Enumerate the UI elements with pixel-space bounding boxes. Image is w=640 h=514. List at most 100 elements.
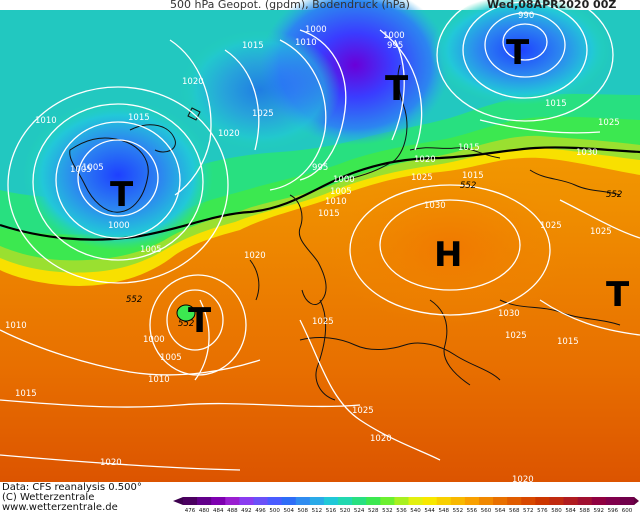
height-label: 552 — [126, 295, 142, 305]
isobar-label: 1015 — [462, 171, 484, 181]
isobar-label: 1025 — [505, 331, 527, 341]
legend-label: 504 — [283, 508, 294, 514]
legend-swatch — [281, 497, 297, 505]
legend-label: 528 — [368, 508, 379, 514]
legend-swatch — [338, 497, 353, 505]
isobar-label: 1025 — [590, 227, 612, 237]
legend-swatch — [352, 497, 367, 505]
color-scale-legend: 476 480 484 488 492 496 500 504 508 512 516 520 524 5… — [173, 497, 639, 514]
legend-label: 580 — [551, 508, 562, 514]
legend-label: 568 — [509, 508, 520, 514]
isobar-label: 1010 — [5, 321, 27, 331]
high-core — [330, 175, 570, 325]
legend-label: 532 — [382, 508, 393, 514]
legend-swatch — [323, 497, 339, 505]
low-marker: T — [606, 275, 630, 315]
legend-swatch — [408, 497, 424, 505]
height-label: 552 — [460, 181, 476, 191]
legend-swatch — [267, 497, 283, 505]
isobar-label: 1020 — [414, 155, 436, 165]
isobar-label: 1030 — [576, 148, 598, 158]
legend-swatch — [577, 497, 593, 505]
isobar-label: 1005 — [160, 353, 182, 363]
legend-label: 552 — [453, 508, 464, 514]
legend-swatch — [436, 497, 452, 505]
legend-label: 536 — [396, 508, 407, 514]
low-core-central — [180, 30, 340, 150]
isobar-label: 1030 — [424, 201, 446, 211]
legend-swatch — [197, 497, 212, 505]
website-link[interactable]: www.wetterzentrale.de — [2, 502, 118, 513]
legend-swatch — [380, 497, 395, 505]
legend-label: 516 — [326, 508, 337, 514]
legend-swatch — [394, 497, 409, 505]
isobar-label: 1020 — [244, 251, 266, 261]
coastlines — [69, 64, 621, 401]
isobar-label: 1020 — [512, 475, 534, 485]
legend-swatch — [521, 497, 536, 505]
isobar-label: 1000 — [333, 175, 355, 185]
legend-swatch — [619, 497, 635, 505]
legend-label: 560 — [481, 508, 492, 514]
legend-label: 572 — [523, 508, 534, 514]
isobar-label: 1010 — [148, 375, 170, 385]
isobar-label: 1000 — [305, 25, 327, 35]
isobar-label: 1015 — [557, 337, 579, 347]
isobar-label: 1000 — [143, 335, 165, 345]
isobar-label: 1025 — [540, 221, 562, 231]
map-title: 500 hPa Geopot. (gpdm), Bodendruck (hPa) — [170, 0, 410, 11]
legend-swatch — [211, 497, 226, 505]
legend-swatch — [183, 497, 198, 505]
map-date: Wed,08APR2020 00Z — [487, 0, 617, 11]
pressure-labels: 1005 1015 1000 995 1000 990 1015 1020 10… — [5, 11, 620, 485]
legend-swatch — [507, 497, 522, 505]
low-marker: T — [385, 69, 409, 109]
legend-label: 576 — [537, 508, 548, 514]
legend-label: 480 — [199, 508, 210, 514]
isobar-label: 1005 — [82, 163, 104, 173]
legend-label: 484 — [213, 508, 224, 514]
isobar-label: 1015 — [128, 113, 150, 123]
legend-swatch — [478, 497, 494, 505]
isobar-label: 990 — [518, 11, 534, 21]
isobar-label: 1010 — [325, 197, 347, 207]
legend-label: 492 — [241, 508, 252, 514]
isobar-label: 1005 — [70, 165, 92, 175]
legend-label: 488 — [227, 508, 238, 514]
pressure-systems: T T T T T H — [110, 33, 630, 341]
legend-swatch — [309, 497, 325, 505]
legend-label: 508 — [298, 508, 309, 514]
isobar-label: 1015 — [242, 41, 264, 51]
legend-swatch — [563, 497, 579, 505]
legend-swatch — [450, 497, 466, 505]
legend-swatch — [535, 497, 550, 505]
cutoff-552 — [176, 304, 196, 322]
legend-label: 600 — [622, 508, 633, 514]
legend-label: 596 — [608, 508, 619, 514]
isobar-label: 995 — [312, 163, 328, 173]
legend-swatch — [549, 497, 565, 505]
isobar-label: 1005 — [140, 245, 162, 255]
legend-arrow-right — [634, 497, 639, 505]
legend-label: 556 — [467, 508, 478, 514]
isobar-label: 1030 — [498, 309, 520, 319]
legend-label: 584 — [565, 508, 576, 514]
legend-label: 540 — [410, 508, 421, 514]
legend-swatch — [464, 497, 480, 505]
isobar-label: 1010 — [35, 116, 57, 126]
legend-label: 588 — [579, 508, 590, 514]
low-marker: T — [188, 301, 212, 341]
isobar-label: 1020 — [218, 129, 240, 139]
isobar-label: 1025 — [252, 109, 274, 119]
low-core-west — [23, 100, 213, 250]
legend-swatch — [422, 497, 438, 505]
isobar-label: 1015 — [458, 143, 480, 153]
isobar-label: 1010 — [295, 38, 317, 48]
legend-swatch — [253, 497, 269, 505]
isobar-label: 1020 — [100, 458, 122, 468]
isobar-label: 1015 — [545, 99, 567, 109]
legend-label: 476 — [185, 508, 196, 514]
height-labels: 552 552 552 552 — [126, 181, 622, 329]
isobar-label: 1015 — [318, 209, 340, 219]
